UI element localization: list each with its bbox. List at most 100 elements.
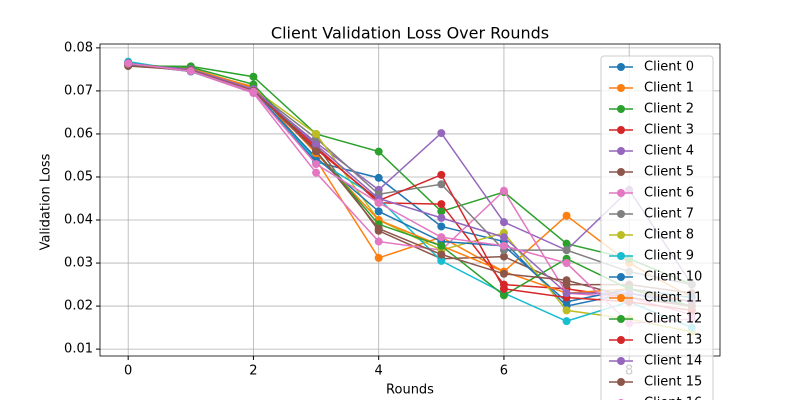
legend-marker [617, 315, 625, 323]
legend-label: Client 0 [644, 60, 694, 75]
series-line [128, 65, 693, 286]
data-point [562, 259, 571, 268]
data-point [499, 269, 508, 278]
data-point [499, 186, 508, 195]
data-point [437, 213, 446, 222]
legend-label: Client 16 [644, 396, 702, 400]
data-point [562, 211, 571, 220]
data-point [312, 129, 321, 138]
legend-marker [617, 63, 625, 71]
data-point [499, 252, 508, 261]
data-point [374, 207, 383, 216]
data-point [562, 246, 571, 255]
y-tick-label: 0.05 [64, 169, 93, 184]
data-point [374, 198, 383, 207]
data-point [499, 218, 508, 227]
series-line [128, 65, 692, 307]
legend-label: Client 12 [644, 312, 702, 327]
x-tick-label: 2 [249, 364, 257, 379]
series-line [128, 64, 693, 307]
legend-marker [617, 105, 625, 113]
legend-label: Client 2 [644, 102, 694, 117]
data-point [562, 276, 571, 285]
data-point [562, 306, 571, 315]
data-point [499, 284, 508, 293]
legend-marker [617, 273, 625, 281]
y-tick-label: 0.02 [64, 299, 93, 314]
data-point [312, 140, 321, 149]
data-point [437, 233, 446, 242]
data-point [312, 160, 321, 169]
data-point [562, 239, 571, 248]
data-point [437, 170, 446, 179]
legend-marker [617, 126, 625, 134]
data-point [437, 222, 446, 231]
legend-label: Client 6 [644, 186, 694, 201]
x-tick-label: 0 [124, 364, 132, 379]
data-point [437, 207, 446, 216]
data-point [374, 253, 383, 262]
legend-marker [617, 147, 625, 155]
y-tick-label: 0.01 [64, 342, 93, 357]
legend-marker [617, 357, 625, 365]
legend-marker [617, 294, 625, 302]
data-point [562, 317, 571, 326]
y-axis-label: Validation Loss [39, 153, 54, 250]
legend-marker [617, 189, 625, 197]
x-tick-label: 6 [500, 364, 508, 379]
legend-label: Client 10 [644, 270, 702, 285]
plot-frame [99, 43, 721, 357]
legend-marker [617, 336, 625, 344]
legend-label: Client 11 [644, 291, 702, 306]
data-point [562, 289, 571, 298]
legend-label: Client 1 [644, 81, 694, 96]
legend-label: Client 9 [644, 249, 694, 264]
legend-marker [617, 168, 625, 176]
data-point [186, 67, 195, 76]
y-tick-label: 0.06 [64, 126, 93, 141]
legend-marker [617, 231, 625, 239]
data-point [437, 250, 446, 259]
data-point [374, 173, 383, 182]
data-point [249, 87, 258, 96]
legend-marker [617, 210, 625, 218]
y-tick-label: 0.08 [64, 40, 93, 55]
legend-label: Client 14 [644, 354, 702, 369]
series-line [128, 62, 692, 325]
legend: Client 0 Client 1 Client 2 Client 3 Client 4… [600, 55, 714, 400]
legend-box [600, 55, 714, 400]
y-tick-label: 0.04 [64, 213, 93, 228]
legend-label: Client 13 [644, 333, 702, 348]
legend-marker [617, 84, 625, 92]
legend-label: Client 7 [644, 207, 694, 222]
legend-label: Client 5 [644, 165, 694, 180]
data-point [437, 180, 446, 189]
legend-label: Client 8 [644, 228, 694, 243]
data-point [437, 129, 446, 138]
data-point [374, 147, 383, 156]
chart-title: Client Validation Loss Over Rounds [271, 24, 549, 43]
data-point [249, 72, 258, 81]
legend-marker [617, 252, 625, 260]
y-tick-label: 0.07 [64, 83, 93, 98]
data-point [437, 241, 446, 250]
data-point [124, 59, 133, 68]
series-line [128, 63, 692, 303]
data-point [374, 237, 383, 246]
legend-label: Client 3 [644, 123, 694, 138]
y-tick-label: 0.03 [64, 256, 93, 271]
data-point [499, 233, 508, 242]
legend-marker [617, 378, 625, 386]
legend-label: Client 4 [644, 144, 694, 159]
x-tick-label: 4 [375, 364, 383, 379]
data-point [437, 200, 446, 209]
x-axis-label: Rounds [386, 383, 434, 398]
data-point [312, 147, 321, 156]
legend-label: Client 15 [644, 375, 702, 390]
data-point [437, 256, 446, 265]
series [124, 59, 696, 328]
data-point [312, 168, 321, 177]
data-point [499, 241, 508, 250]
